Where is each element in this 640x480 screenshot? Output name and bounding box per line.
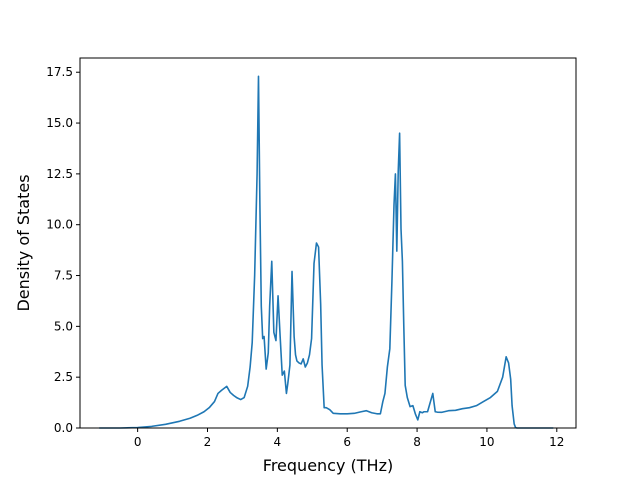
y-axis-label: Density of States [14,174,33,311]
y-tick-label: 17.5 [46,65,73,79]
x-tick-label: 6 [343,435,351,449]
x-tick-label: 4 [274,435,282,449]
y-tick-label: 10.0 [46,218,73,232]
plot-area [99,75,554,429]
y-tick-label: 12.5 [46,167,73,181]
x-tick-label: 8 [413,435,421,449]
y-axis-ticks: 0.0 2.5 5.0 7.5 10.0 12.5 15.0 17.5 [46,65,80,435]
axes-frame [79,57,577,429]
x-tick-label: 12 [549,435,564,449]
x-tick-label: 10 [479,435,494,449]
y-tick-label: 0.0 [54,421,73,435]
x-tick-label: 0 [134,435,142,449]
y-tick-label: 5.0 [54,319,73,333]
y-tick-label: 15.0 [46,116,73,130]
y-tick-label: 2.5 [54,370,73,384]
x-axis-label: Frequency (THz) [263,456,393,475]
x-tick-label: 2 [204,435,212,449]
y-tick-label: 7.5 [54,269,73,283]
x-axis-ticks: 0 2 4 6 8 10 12 [134,428,564,449]
dos-series-line [99,75,554,429]
